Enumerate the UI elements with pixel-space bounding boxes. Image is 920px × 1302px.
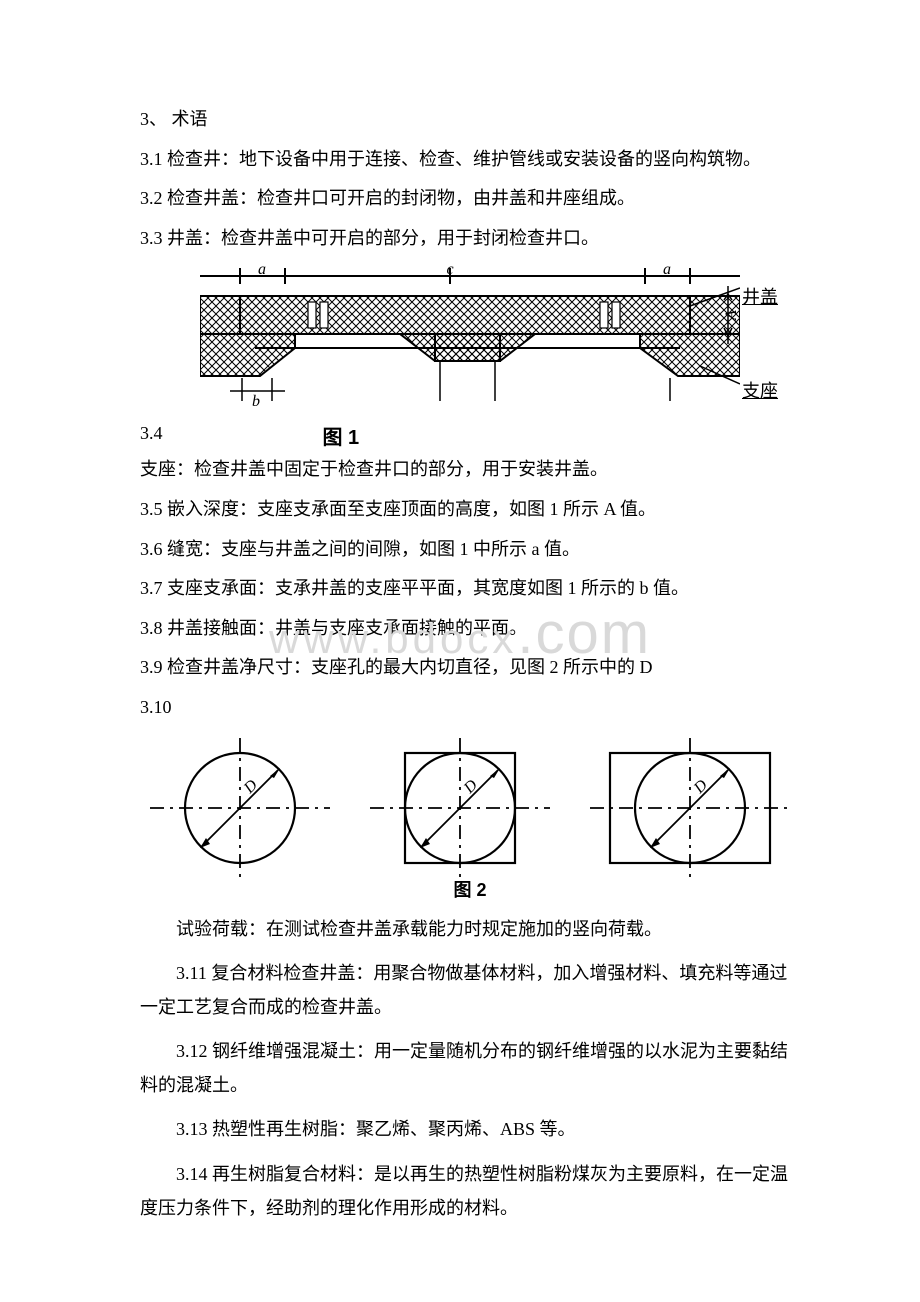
svg-text:D: D [460,776,481,797]
svg-text:a: a [663,266,671,278]
term-3-7: 3.7 支座支承面：支承井盖的支座平平面，其宽度如图 1 所示的 b 值。 [140,569,800,609]
term-3-9: 3.9 检查井盖净尺寸：支座孔的最大内切直径，见图 2 所示中的 D [140,648,800,688]
figure-2-caption: 图 2 [140,876,800,902]
figure-1-label-cover: 井盖 [742,283,778,309]
term-3-8: 3.8 井盖接触面：井盖与支座支承面接触的平面。 [140,609,800,649]
term-3-10-num: 3.10 [140,688,800,728]
figure-2-circle-in-rect: D [590,738,790,878]
svg-text:a: a [258,266,266,278]
svg-text:A: A [723,310,740,321]
figure-1-caption: 图 1 [323,421,360,450]
figure-2-row: D D D [150,738,790,878]
term-3-6: 3.6 缝宽：支座与井盖之间的间隙，如图 1 中所示 a 值。 [140,530,800,570]
figure-2-circle-in-circle: D [150,738,330,878]
term-3-4-num: 3.4 [140,423,163,450]
figure-1: a c a [200,266,800,421]
section-title: 3、 术语 [140,100,800,140]
svg-text:c: c [446,266,453,278]
svg-text:D: D [240,776,261,797]
term-3-1: 3.1 检查井：地下设备中用于连接、检查、维护管线或安装设备的竖向构筑物。 [140,140,800,180]
svg-text:D: D [690,776,711,797]
figure-2-circle-in-square: D [370,738,550,878]
figure-1-label-seat: 支座 [742,377,778,403]
figure-1-caption-row: 3.4 图 1 [140,421,800,450]
page: www.bdocx.com 3、 术语 3.1 检查井：地下设备中用于连接、检查… [0,0,920,1302]
term-3-3: 3.3 井盖：检查井盖中可开启的部分，用于封闭检查井口。 [140,219,800,259]
term-3-12: 3.12 钢纤维增强混凝土：用一定量随机分布的钢纤维增强的以水泥为主要黏结料的混… [140,1034,800,1102]
svg-text:b: b [252,393,260,410]
term-3-2: 3.2 检查井盖：检查井口可开启的封闭物，由井盖和井座组成。 [140,179,800,219]
term-3-10-body: 试验荷载：在测试检查井盖承载能力时规定施加的竖向荷载。 [140,912,800,946]
term-3-13: 3.13 热塑性再生树脂：聚乙烯、聚丙烯、ABS 等。 [140,1112,800,1146]
term-3-14: 3.14 再生树脂复合材料：是以再生的热塑性树脂粉煤灰为主要原料，在一定温度压力… [140,1157,800,1225]
figure-1-svg: a c a [200,266,740,416]
term-3-11: 3.11 复合材料检查井盖：用聚合物做基体材料，加入增强材料、填充料等通过一定工… [140,956,800,1024]
term-3-5: 3.5 嵌入深度：支座支承面至支座顶面的高度，如图 1 所示 A 值。 [140,490,800,530]
term-3-4-body: 支座：检查井盖中固定于检查井口的部分，用于安装井盖。 [140,450,800,490]
